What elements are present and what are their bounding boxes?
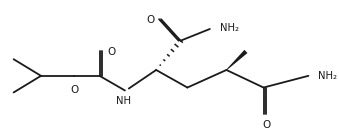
Text: O: O (262, 120, 271, 130)
Text: O: O (70, 85, 78, 95)
Text: O: O (146, 15, 154, 25)
Text: NH: NH (117, 96, 132, 106)
Text: NH₂: NH₂ (318, 71, 337, 81)
Text: NH₂: NH₂ (220, 23, 239, 33)
Polygon shape (226, 50, 247, 70)
Text: O: O (107, 47, 116, 57)
